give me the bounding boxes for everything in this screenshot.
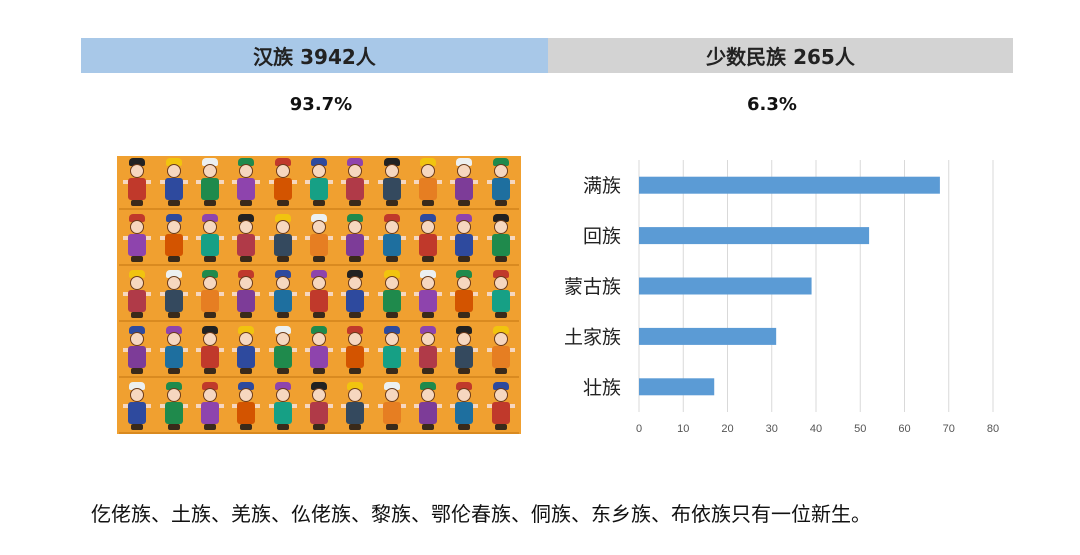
x-tick-label: 30	[766, 423, 778, 435]
costume-doll-figure	[195, 158, 224, 208]
costume-doll-figure	[341, 382, 370, 432]
category-label: 满族	[583, 175, 621, 197]
minority-bar-chart: 0 10 20 30 40 50 60 70 80 满族回族蒙古族土家族壮族	[540, 150, 1020, 450]
x-tick-label: 20	[721, 423, 733, 435]
costume-doll-figure	[304, 158, 333, 208]
costume-doll-figure	[341, 270, 370, 320]
costume-doll-figure	[159, 214, 188, 264]
costume-doll-figure	[450, 214, 479, 264]
costume-doll-figure	[232, 214, 261, 264]
costume-doll-figure	[232, 270, 261, 320]
footnote-text: 仡佬族、土族、羌族、仫佬族、黎族、鄂伦春族、侗族、东乡族、布依族只有一位新生。	[91, 502, 871, 526]
costume-row	[119, 326, 519, 378]
ethnic-costume-illustration	[117, 156, 521, 434]
costume-doll-figure	[268, 214, 297, 264]
costume-doll-figure	[232, 382, 261, 432]
costume-doll-figure	[341, 214, 370, 264]
costume-doll-figure	[486, 214, 515, 264]
category-label: 壮族	[583, 377, 621, 399]
x-tick-label: 70	[943, 423, 955, 435]
costume-doll-figure	[123, 382, 152, 432]
costume-doll-figure	[414, 214, 443, 264]
costume-doll-figure	[486, 158, 515, 208]
bar	[639, 327, 777, 345]
costume-doll-figure	[268, 326, 297, 376]
costume-doll-figure	[195, 326, 224, 376]
x-tick-label: 40	[810, 423, 822, 435]
costume-doll-figure	[232, 158, 261, 208]
costume-row	[119, 382, 519, 434]
costume-doll-figure	[159, 158, 188, 208]
costume-doll-figure	[414, 382, 443, 432]
x-tick-label: 0	[636, 423, 642, 435]
bar	[639, 277, 812, 295]
costume-doll-figure	[304, 270, 333, 320]
costume-doll-figure	[268, 270, 297, 320]
costume-row	[119, 214, 519, 266]
costume-doll-figure	[268, 158, 297, 208]
costume-doll-figure	[159, 270, 188, 320]
costume-doll-figure	[414, 270, 443, 320]
costume-doll-figure	[486, 326, 515, 376]
minority-population-label: 少数民族 265人	[706, 45, 855, 69]
costume-doll-figure	[159, 326, 188, 376]
costume-row	[119, 270, 519, 322]
costume-doll-figure	[377, 326, 406, 376]
bar	[639, 378, 715, 396]
category-label: 蒙古族	[564, 276, 621, 298]
costume-doll-figure	[159, 382, 188, 432]
costume-doll-figure	[195, 382, 224, 432]
costume-doll-figure	[414, 326, 443, 376]
costume-doll-figure	[450, 382, 479, 432]
minority-percentage: 6.3%	[747, 94, 797, 115]
x-tick-label: 50	[854, 423, 866, 435]
costume-doll-figure	[341, 326, 370, 376]
costume-doll-figure	[304, 214, 333, 264]
costume-doll-figure	[377, 382, 406, 432]
costume-doll-figure	[450, 158, 479, 208]
costume-doll-figure	[377, 214, 406, 264]
costume-doll-figure	[123, 270, 152, 320]
costume-doll-figure	[377, 158, 406, 208]
category-label: 回族	[583, 226, 621, 248]
costume-doll-figure	[123, 214, 152, 264]
han-population-label: 汉族 3942人	[253, 45, 376, 69]
costume-doll-figure	[304, 326, 333, 376]
costume-doll-figure	[450, 326, 479, 376]
han-percentage: 93.7%	[289, 94, 353, 115]
costume-doll-figure	[195, 270, 224, 320]
costume-doll-figure	[123, 158, 152, 208]
costume-doll-figure	[450, 270, 479, 320]
bar	[639, 227, 870, 245]
costume-doll-figure	[377, 270, 406, 320]
costume-doll-figure	[414, 158, 443, 208]
minority-population-header: 少数民族 265人	[548, 38, 1013, 73]
x-tick-label: 60	[898, 423, 910, 435]
costume-doll-figure	[268, 382, 297, 432]
costume-doll-figure	[232, 326, 261, 376]
costume-doll-figure	[123, 326, 152, 376]
costume-doll-figure	[341, 158, 370, 208]
costume-doll-figure	[486, 382, 515, 432]
x-tick-label: 10	[677, 423, 689, 435]
bar	[639, 176, 940, 194]
costume-row	[119, 158, 519, 210]
x-tick-label: 80	[987, 423, 999, 435]
costume-doll-figure	[304, 382, 333, 432]
category-label: 土家族	[564, 326, 621, 348]
costume-doll-figure	[195, 214, 224, 264]
costume-doll-figure	[486, 270, 515, 320]
han-population-header: 汉族 3942人	[81, 38, 548, 73]
